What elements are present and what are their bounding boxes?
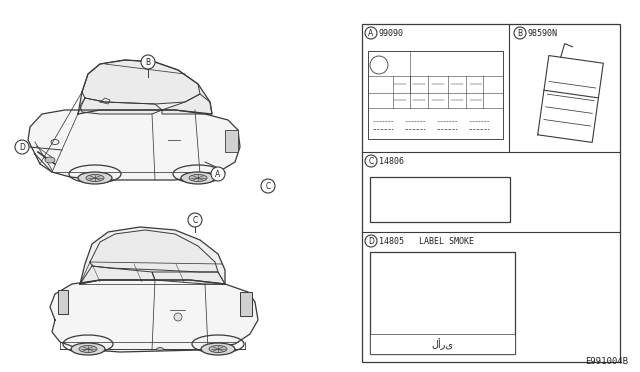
Polygon shape (538, 55, 604, 142)
Text: B: B (517, 29, 523, 38)
Bar (368, 51, 503, 139)
Circle shape (211, 167, 225, 181)
Bar (225, 130, 238, 152)
Ellipse shape (71, 343, 105, 355)
Polygon shape (78, 60, 212, 114)
Circle shape (261, 179, 275, 193)
Text: 98590N: 98590N (528, 29, 558, 38)
Text: 14805   LABEL SMOKE: 14805 LABEL SMOKE (379, 237, 474, 246)
Ellipse shape (79, 346, 97, 353)
Ellipse shape (86, 174, 104, 182)
Text: 99090: 99090 (379, 29, 404, 38)
Polygon shape (80, 227, 225, 284)
Circle shape (188, 213, 202, 227)
Polygon shape (152, 272, 225, 284)
Polygon shape (28, 110, 240, 180)
Circle shape (141, 55, 155, 69)
Bar (362, 24, 620, 362)
Circle shape (365, 235, 377, 247)
Text: PREMIUM 95 OCTANE: PREMIUM 95 OCTANE (394, 203, 486, 212)
Ellipse shape (201, 343, 235, 355)
Bar (370, 252, 515, 354)
Text: D: D (368, 237, 374, 246)
Polygon shape (80, 266, 155, 284)
Bar (370, 334, 515, 354)
Ellipse shape (157, 347, 163, 350)
Circle shape (174, 313, 182, 321)
Polygon shape (162, 94, 212, 114)
Text: C: C (369, 157, 374, 166)
Text: C: C (193, 215, 198, 224)
Text: UNLEADED: UNLEADED (415, 188, 465, 198)
Bar (240, 292, 252, 316)
Text: C: C (266, 182, 271, 190)
Text: B: B (145, 58, 150, 67)
Ellipse shape (45, 157, 55, 163)
Ellipse shape (78, 172, 112, 184)
Circle shape (365, 155, 377, 167)
Bar (370, 177, 510, 222)
Circle shape (15, 140, 29, 154)
Circle shape (365, 27, 377, 39)
Ellipse shape (181, 172, 215, 184)
Text: A: A (369, 29, 374, 38)
Ellipse shape (189, 174, 207, 182)
Text: A: A (216, 170, 221, 179)
Ellipse shape (209, 346, 227, 353)
Polygon shape (80, 98, 162, 114)
Text: D: D (19, 142, 25, 151)
Circle shape (514, 27, 526, 39)
Polygon shape (82, 60, 200, 104)
Text: E991004B: E991004B (585, 357, 628, 366)
Text: لأرى: لأرى (431, 338, 454, 350)
Bar (58, 290, 68, 314)
Polygon shape (90, 230, 218, 272)
Text: 14806: 14806 (379, 157, 404, 166)
Polygon shape (50, 280, 258, 352)
Text: X,XX: X,XX (408, 278, 462, 298)
